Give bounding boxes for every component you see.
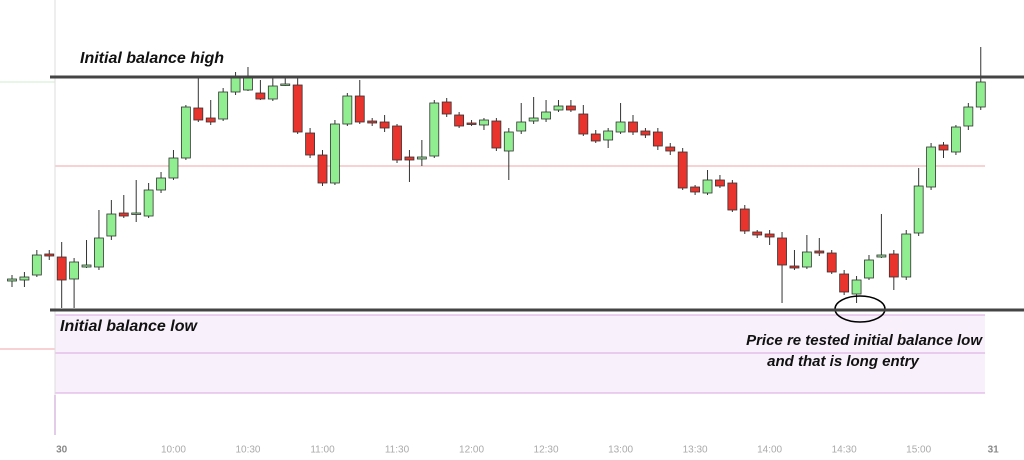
candle-body [367, 120, 378, 124]
candle-body [851, 279, 862, 295]
x-tick-label: 10:00 [161, 445, 186, 456]
candle-body [603, 130, 614, 141]
candle-body [516, 121, 527, 132]
candle-body [628, 121, 638, 133]
annotation: and that is long entry [767, 353, 919, 370]
candle-body [255, 92, 266, 100]
candle-body [528, 117, 539, 122]
candle-body [665, 146, 676, 152]
candle-body [56, 256, 67, 281]
candle-body [416, 156, 427, 160]
candle-body [267, 85, 278, 100]
candle-body [479, 119, 489, 126]
candle-body [702, 179, 713, 194]
candle-body [317, 154, 328, 184]
candle-body [19, 276, 30, 281]
candle-body [503, 131, 514, 152]
candle-body [590, 133, 601, 142]
candle-body [193, 107, 204, 121]
candle-body [69, 261, 79, 280]
candle-body [81, 264, 92, 268]
candle-body [715, 179, 725, 187]
candle-body [118, 212, 129, 217]
candle-body [180, 106, 191, 159]
x-tick-label: 13:30 [683, 445, 708, 456]
candle-body [752, 231, 763, 236]
candle-body [814, 250, 825, 254]
candle-body [243, 77, 253, 91]
candle-body [839, 273, 850, 293]
x-tick-label: 11:00 [310, 445, 335, 456]
candle-body [876, 254, 887, 258]
candle-body [305, 132, 315, 156]
candle-body [901, 233, 912, 278]
candle-body [330, 123, 340, 184]
x-tick-label: 14:00 [757, 445, 782, 456]
candle-body [566, 105, 576, 111]
candle-body [690, 186, 700, 193]
x-tick-label: 31 [988, 445, 1000, 456]
candle-body [888, 253, 899, 278]
candle-body [168, 157, 179, 179]
candle-body [205, 117, 216, 123]
candle-body [31, 254, 42, 276]
candle-body [615, 121, 626, 133]
candle-body [404, 156, 415, 161]
x-tick-label: 13:00 [608, 445, 633, 456]
candle-body [342, 95, 353, 125]
candle-body [652, 131, 663, 147]
candle-body [975, 81, 986, 108]
candle-body [143, 189, 154, 217]
candle-body [913, 185, 924, 234]
candle-body [106, 213, 117, 237]
candle-body [541, 111, 551, 120]
candle-body [864, 259, 874, 279]
candle-body [280, 83, 291, 86]
x-tick-label: 30 [56, 445, 68, 456]
candle-body [938, 144, 949, 151]
candle-body [454, 114, 465, 127]
candle-body [392, 125, 402, 161]
candle-body [553, 105, 564, 111]
candle-body [230, 77, 241, 93]
x-tick-label: 14:30 [832, 445, 857, 456]
annotation: Price re tested initial balance low [746, 332, 983, 349]
x-tick-label: 10:30 [235, 445, 260, 456]
candle-body [789, 265, 800, 269]
candle-body [44, 253, 55, 257]
candle-body [727, 182, 738, 211]
x-tick-label: 12:00 [459, 445, 484, 456]
candle-body [640, 130, 651, 136]
candle-body [94, 237, 104, 268]
candle-body [466, 122, 477, 125]
candles [7, 47, 986, 308]
candle-body [578, 113, 589, 135]
level-label: Initial balance high [80, 50, 224, 67]
candle-body [7, 278, 17, 282]
candle-body [801, 251, 812, 268]
candle-body [739, 208, 750, 232]
candle-body [429, 102, 440, 157]
candle-body [777, 237, 787, 266]
candle-body [441, 101, 452, 115]
candle-body [491, 120, 502, 149]
candle-body [926, 146, 936, 188]
candle-body [292, 84, 303, 133]
x-tick-label: 12:30 [534, 445, 559, 456]
candle-body [677, 151, 688, 189]
candle-body [963, 106, 974, 127]
range-box [55, 315, 985, 393]
candle-body [218, 91, 229, 120]
level-label: Initial balance low [60, 318, 198, 335]
candle-body [379, 121, 390, 129]
candle-body [156, 177, 166, 191]
x-tick-label: 11:30 [385, 445, 410, 456]
candle-body [951, 126, 961, 153]
candle-body [131, 212, 142, 215]
x-tick-label: 15:00 [906, 445, 931, 456]
candle-body [354, 95, 365, 123]
candle-body [826, 252, 837, 273]
candle-body [764, 233, 775, 238]
